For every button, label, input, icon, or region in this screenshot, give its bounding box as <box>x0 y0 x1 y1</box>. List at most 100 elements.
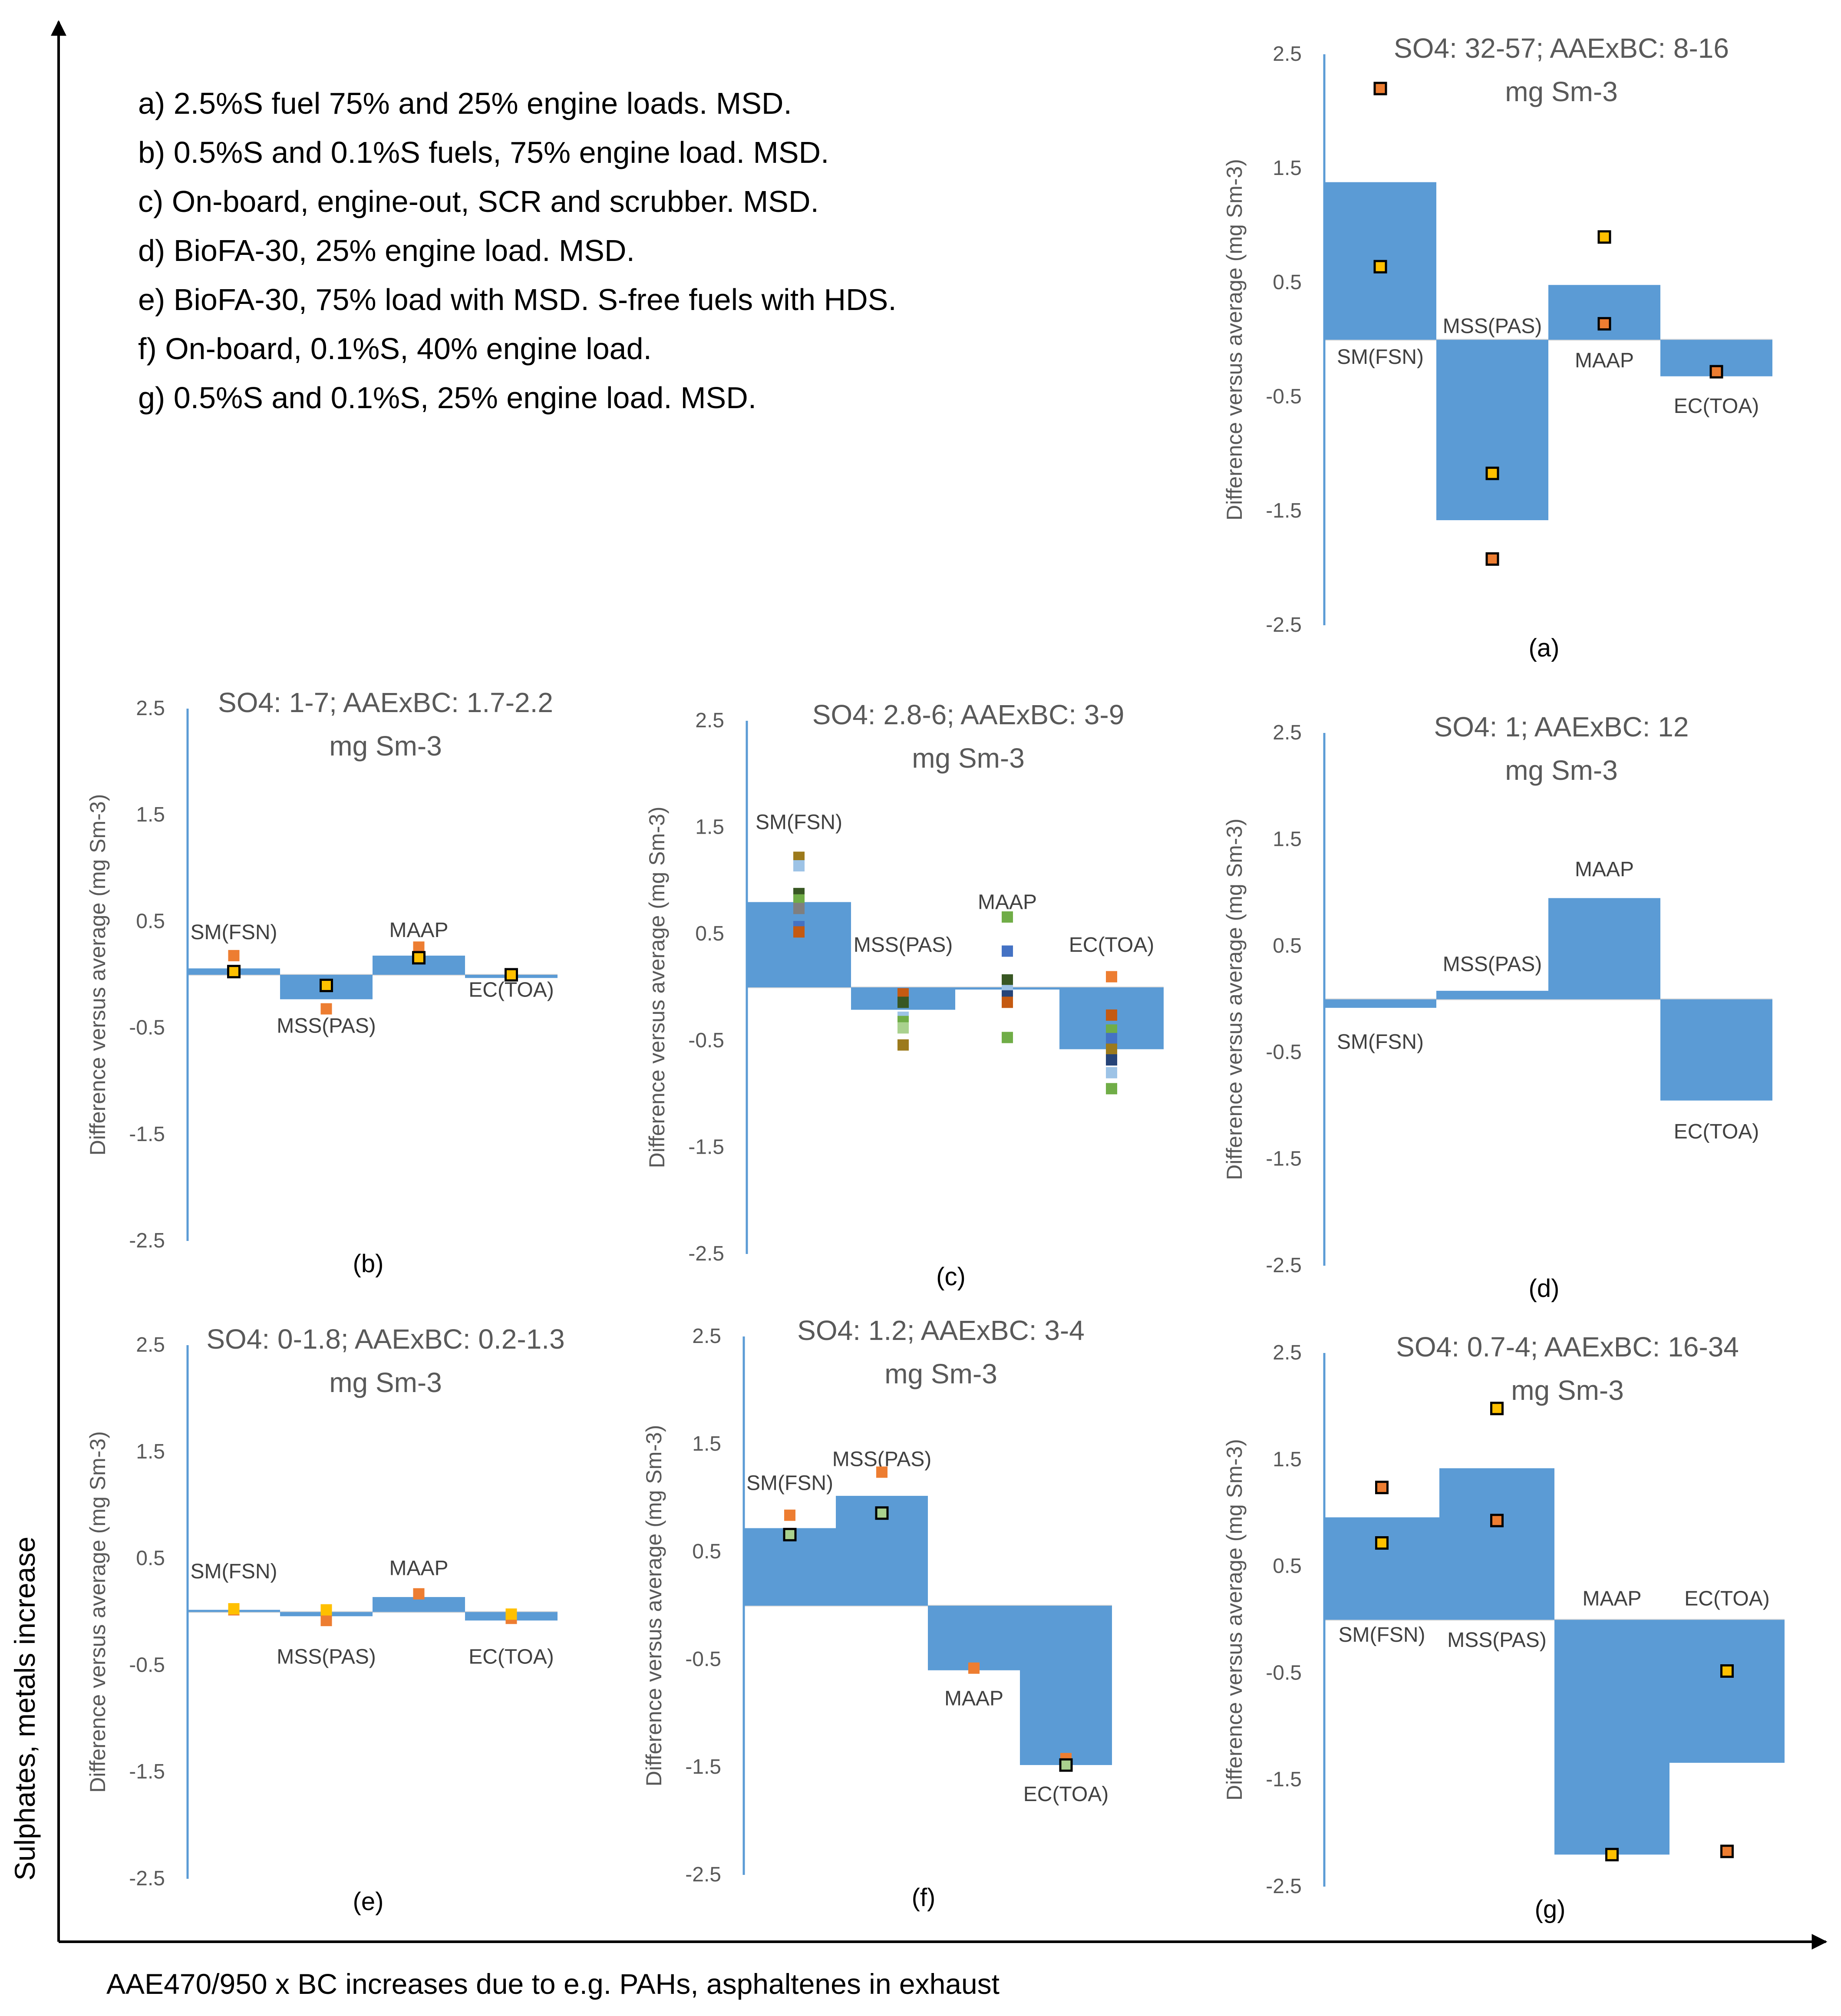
category-label: MAAP <box>944 1687 1003 1710</box>
y-axis-label: Difference versus average (mg Sm-3) <box>642 1425 666 1787</box>
category-label: MSS(PAS) <box>1443 953 1542 976</box>
data-point <box>228 1603 240 1615</box>
chart-title-line1: SO4: 0-1.8; AAExBC: 0.2-1.3 <box>206 1323 564 1355</box>
data-point <box>413 941 425 953</box>
y-tick-label: -0.5 <box>688 1029 724 1052</box>
y-tick-label: 0.5 <box>136 910 165 933</box>
data-point <box>1002 974 1013 986</box>
data-point <box>784 1509 795 1521</box>
y-axis-label: Difference versus average (mg Sm-3) <box>1222 1439 1247 1801</box>
category-label: SM(FSN) <box>1337 346 1424 369</box>
data-point <box>320 1604 332 1616</box>
chart-caption: (d) <box>1529 1274 1560 1303</box>
data-point <box>1002 996 1013 1008</box>
chart-caption: (b) <box>353 1250 384 1278</box>
y-tick-label: 1.5 <box>695 816 724 839</box>
y-tick-label: 1.5 <box>1273 1448 1302 1471</box>
data-point <box>1106 1043 1117 1055</box>
data-point <box>1709 365 1723 379</box>
chart-caption: (c) <box>936 1263 966 1291</box>
data-point <box>1597 230 1611 244</box>
data-point <box>1106 1054 1117 1066</box>
chart-title-line1: SO4: 0.7-4; AAExBC: 16-34 <box>1396 1331 1739 1363</box>
chart-caption: (g) <box>1535 1895 1566 1924</box>
data-point <box>968 1662 980 1674</box>
data-point <box>1106 1083 1117 1095</box>
y-tick-label: -0.5 <box>1266 1041 1302 1064</box>
data-point <box>793 860 805 872</box>
data-point <box>1002 1032 1013 1043</box>
bar-maap <box>373 1597 465 1612</box>
legend-line-e: e) BioFA-30, 75% load with MSD. S-free f… <box>138 283 897 317</box>
y-tick-label: -2.5 <box>1266 1254 1302 1277</box>
y-tick-label: 1.5 <box>136 1440 165 1463</box>
y-tick-label: 2.5 <box>136 697 165 720</box>
y-tick-label: 0.5 <box>1273 934 1302 957</box>
category-label: MSS(PAS) <box>277 1015 376 1038</box>
y-tick-label: 0.5 <box>136 1547 165 1570</box>
y-tick-label: -0.5 <box>685 1648 721 1671</box>
panel-charts: 2.5 1.5 0.5 -0.5 -1.5 -2.5 Difference versus a… <box>86 33 1785 1924</box>
legend-line-g: g) 0.5%S and 0.1%S, 25% engine load. MSD… <box>138 381 756 415</box>
y-tick-label: -1.5 <box>1266 499 1302 522</box>
y-tick-label: 0.5 <box>1273 1555 1302 1578</box>
category-label: SM(FSN) <box>1337 1031 1424 1054</box>
y-tick-label: -2.5 <box>688 1242 724 1265</box>
legend-line-a: a) 2.5%S fuel 75% and 25% engine loads. … <box>138 86 792 120</box>
bar-maap <box>1554 1620 1669 1855</box>
y-tick-label: -1.5 <box>1266 1148 1302 1171</box>
category-label: SM(FSN) <box>191 921 277 944</box>
data-point <box>1720 1664 1734 1678</box>
category-label: MSS(PAS) <box>1443 315 1542 338</box>
bar-mss-pas- <box>1436 990 1548 1000</box>
y-tick-label: -2.5 <box>685 1863 721 1886</box>
chart-title-line2: mg Sm-3 <box>884 1358 997 1389</box>
bar-sm-fsn- <box>747 902 851 987</box>
bar-maap <box>1548 285 1660 340</box>
y-tick-label: -1.5 <box>129 1760 165 1783</box>
category-label: EC(TOA) <box>1023 1783 1109 1806</box>
y-axis-label: Difference versus average (mg Sm-3) <box>645 807 669 1168</box>
data-point <box>1485 466 1499 480</box>
y-tick-label: 0.5 <box>695 922 724 945</box>
category-label: EC(TOA) <box>1674 1120 1759 1143</box>
data-point <box>793 903 805 914</box>
y-tick-label: -0.5 <box>129 1653 165 1676</box>
category-label: MSS(PAS) <box>854 934 953 957</box>
y-axis-label: Difference versus average (mg Sm-3) <box>86 794 110 1156</box>
data-point <box>783 1528 797 1541</box>
data-point <box>897 996 909 1008</box>
y-tick-label: 2.5 <box>692 1325 721 1348</box>
y-tick-label: -1.5 <box>688 1135 724 1158</box>
data-point <box>1002 911 1013 923</box>
data-point <box>412 951 426 965</box>
data-point <box>505 1608 517 1620</box>
legend-line-c: c) On-board, engine-out, SCR and scrubbe… <box>138 185 819 218</box>
chart-c: 2.5 1.5 0.5 -0.5 -1.5 -2.5 Difference versus a… <box>645 699 1164 1291</box>
bar-ec-toa- <box>1660 999 1772 1101</box>
data-point <box>876 1466 888 1478</box>
y-tick-label: 2.5 <box>1273 721 1302 744</box>
legend-line-f: f) On-board, 0.1%S, 40% engine load. <box>138 332 652 366</box>
y-tick-label: -1.5 <box>129 1123 165 1146</box>
chart-a: 2.5 1.5 0.5 -0.5 -1.5 -2.5 Difference versus a… <box>1222 33 1772 662</box>
data-point <box>1106 1067 1117 1079</box>
category-label: EC(TOA) <box>1684 1587 1769 1610</box>
category-label: MAAP <box>978 891 1037 914</box>
chart-title-line1: SO4: 1; AAExBC: 12 <box>1434 711 1689 742</box>
chart-title-line2: mg Sm-3 <box>329 1367 442 1398</box>
bar-sm-fsn- <box>1324 999 1436 1008</box>
chart-title-line1: SO4: 1-7; AAExBC: 1.7-2.2 <box>218 687 553 718</box>
y-tick-label: 2.5 <box>695 709 724 732</box>
chart-title-line1: SO4: 32-57; AAExBC: 8-16 <box>1394 33 1729 64</box>
y-axis-label: Difference versus average (mg Sm-3) <box>86 1431 110 1793</box>
category-label: EC(TOA) <box>468 978 554 1001</box>
y-tick-label: 2.5 <box>1273 43 1302 66</box>
y-tick-label: 0.5 <box>692 1540 721 1563</box>
chart-title-line2: mg Sm-3 <box>912 742 1025 774</box>
y-axis-label: Difference versus average (mg Sm-3) <box>1222 159 1247 521</box>
legend-line-d: d) BioFA-30, 25% engine load. MSD. <box>138 234 635 267</box>
bar-mss-pas- <box>1436 340 1548 521</box>
data-point <box>1106 1033 1117 1044</box>
